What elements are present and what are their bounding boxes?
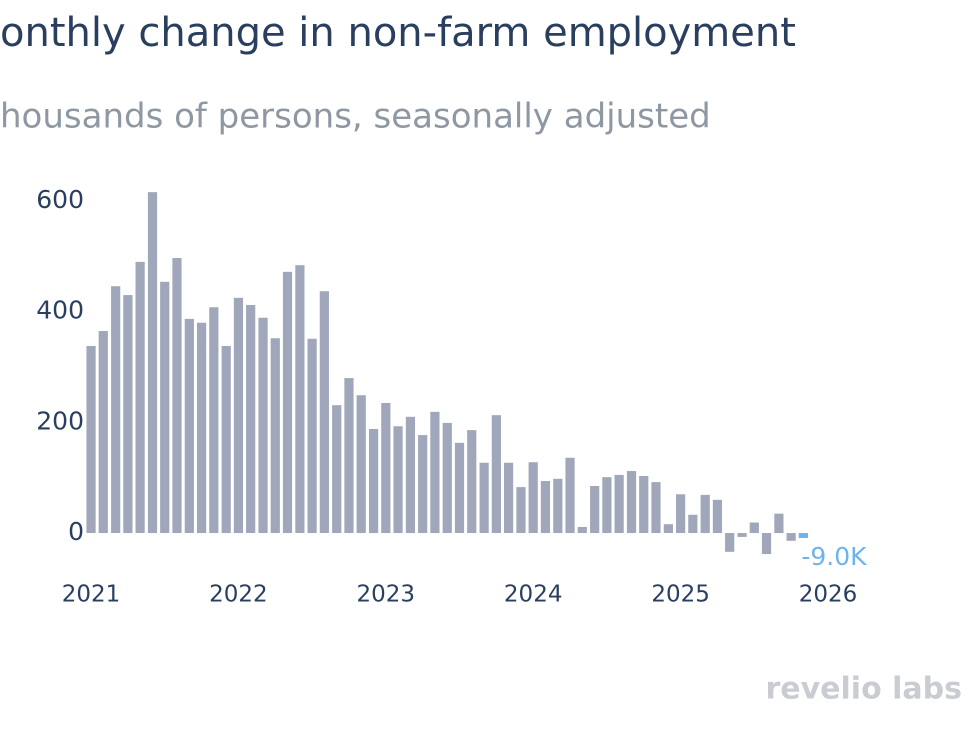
bar xyxy=(737,533,747,537)
y-tick-label: 600 xyxy=(36,185,84,214)
y-tick-label: 400 xyxy=(36,296,84,325)
bar xyxy=(307,338,317,534)
bar xyxy=(160,281,170,534)
bar xyxy=(111,286,121,534)
bar xyxy=(700,494,710,534)
bar xyxy=(344,378,354,534)
bar xyxy=(368,428,379,534)
bar xyxy=(98,331,108,534)
bar xyxy=(639,476,649,534)
bar xyxy=(123,295,133,534)
bar xyxy=(565,457,575,534)
bar xyxy=(270,338,280,534)
watermark: revelio labs xyxy=(765,672,962,707)
bar xyxy=(221,345,231,534)
x-tick-label: 2023 xyxy=(357,582,416,608)
bar xyxy=(577,526,587,534)
bar xyxy=(147,192,158,534)
bar xyxy=(467,430,477,534)
bar xyxy=(798,533,808,539)
bar xyxy=(295,265,305,534)
bar xyxy=(184,318,194,534)
bar xyxy=(233,297,244,534)
x-tick-label: 2025 xyxy=(651,582,710,608)
bar xyxy=(246,305,256,534)
bar xyxy=(135,261,145,534)
bar xyxy=(590,485,600,534)
bar xyxy=(503,462,514,534)
bar xyxy=(626,471,637,534)
bar xyxy=(602,477,612,534)
bar xyxy=(332,405,342,534)
bar xyxy=(688,514,698,534)
bar xyxy=(381,402,391,534)
bar xyxy=(393,426,403,534)
chart-subtitle: housands of persons, seasonally adjusted xyxy=(0,97,711,137)
bar xyxy=(209,307,219,534)
bar xyxy=(675,494,686,534)
y-tick-label: 0 xyxy=(68,517,84,546)
bar xyxy=(614,474,624,534)
bar xyxy=(651,482,661,534)
bar xyxy=(442,422,452,534)
bar xyxy=(196,322,207,534)
bar xyxy=(725,533,735,552)
x-tick-label: 2021 xyxy=(62,582,121,608)
y-tick-label: 200 xyxy=(36,406,84,435)
bar xyxy=(663,524,673,534)
bar xyxy=(430,411,440,534)
bar xyxy=(786,533,796,541)
bar xyxy=(86,345,96,534)
bar xyxy=(761,533,772,555)
bar xyxy=(405,416,416,534)
bar xyxy=(516,487,526,534)
bar xyxy=(774,513,784,534)
bar xyxy=(258,317,268,534)
bar xyxy=(172,258,182,534)
bar xyxy=(356,395,366,534)
bar xyxy=(528,462,538,534)
x-tick-label: 2022 xyxy=(209,582,268,608)
bar xyxy=(712,499,723,534)
chart-title: onthly change in non-farm employment xyxy=(0,10,796,56)
bar xyxy=(479,462,489,534)
bar xyxy=(491,415,501,534)
x-tick-label: 2024 xyxy=(504,582,563,608)
bar xyxy=(282,271,293,534)
bar xyxy=(540,481,551,534)
bar xyxy=(749,522,759,534)
bar xyxy=(418,435,428,534)
value-label: -9.0K xyxy=(801,542,867,571)
x-tick-label: 2026 xyxy=(799,582,858,608)
bar xyxy=(454,442,465,534)
bar xyxy=(553,478,563,534)
bar xyxy=(319,291,329,534)
